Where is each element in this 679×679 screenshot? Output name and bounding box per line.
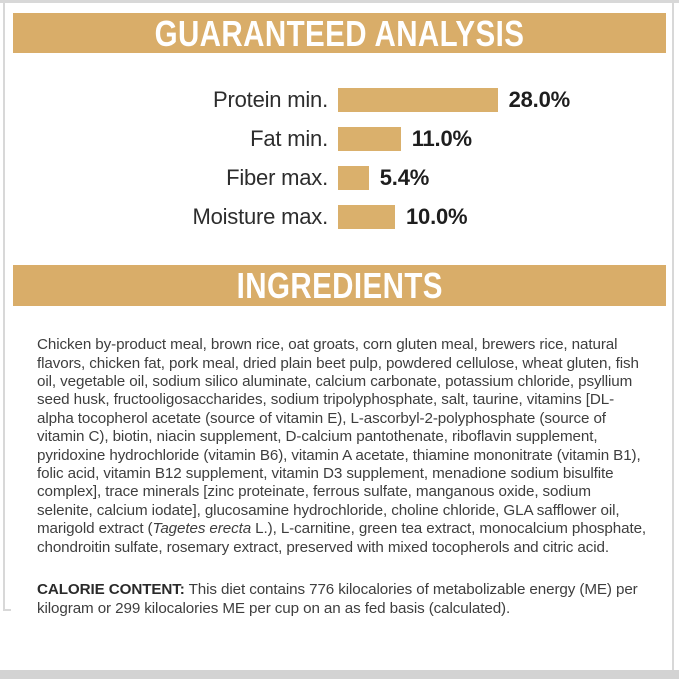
analysis-value-fiber: 5.4% xyxy=(379,165,430,190)
analysis-label-protein: Protein min. xyxy=(213,87,328,112)
frame-left-edge xyxy=(3,2,5,611)
analysis-row-protein: Protein min. 28.0% xyxy=(0,87,679,112)
ingredients-text-part2: L.), L-carnitine, green tea extract, mon… xyxy=(37,520,647,556)
analysis-label-fiber: Fiber max. xyxy=(226,165,328,190)
calorie-content-text: This diet contains 776 kilocalories of m… xyxy=(37,581,638,617)
analysis-label-moisture: Moisture max. xyxy=(192,204,328,229)
analysis-value-protein: 28.0% xyxy=(508,87,571,112)
guaranteed-analysis-banner: GUARANTEED ANALYSIS xyxy=(13,13,666,53)
ingredients-paragraph: Chicken by-product meal, brown rice, oat… xyxy=(37,336,649,557)
guaranteed-analysis-chart: Protein min. 28.0% Fat min. 11.0% Fiber … xyxy=(0,87,679,229)
analysis-bar-protein xyxy=(338,88,498,112)
analysis-value-moisture: 10.0% xyxy=(406,204,468,229)
analysis-bar-moisture xyxy=(338,205,395,229)
calorie-content-paragraph: CALORIE CONTENT: This diet contains 776 … xyxy=(37,581,649,618)
ingredients-text-part1: Chicken by-product meal, brown rice, oat… xyxy=(37,336,641,538)
frame-right-edge xyxy=(672,2,674,671)
calorie-content-label: CALORIE CONTENT: xyxy=(37,581,185,599)
ingredients-title: INGREDIENTS xyxy=(236,265,443,306)
guaranteed-analysis-title: GUARANTEED ANALYSIS xyxy=(154,12,525,54)
analysis-row-fat: Fat min. 11.0% xyxy=(0,126,679,151)
analysis-bar-fiber xyxy=(338,166,369,190)
analysis-row-moisture: Moisture max. 10.0% xyxy=(0,204,679,229)
analysis-bar-fat xyxy=(338,127,401,151)
analysis-value-fat: 11.0% xyxy=(411,126,472,151)
ingredients-species-name: Tagetes erecta xyxy=(152,520,252,538)
frame-bottom-edge xyxy=(0,670,679,679)
analysis-row-fiber: Fiber max. 5.4% xyxy=(0,165,679,190)
analysis-label-fat: Fat min. xyxy=(250,126,328,151)
frame-left-edge-tick xyxy=(3,609,11,611)
frame-top-edge xyxy=(0,0,679,3)
ingredients-banner: INGREDIENTS xyxy=(13,265,666,306)
